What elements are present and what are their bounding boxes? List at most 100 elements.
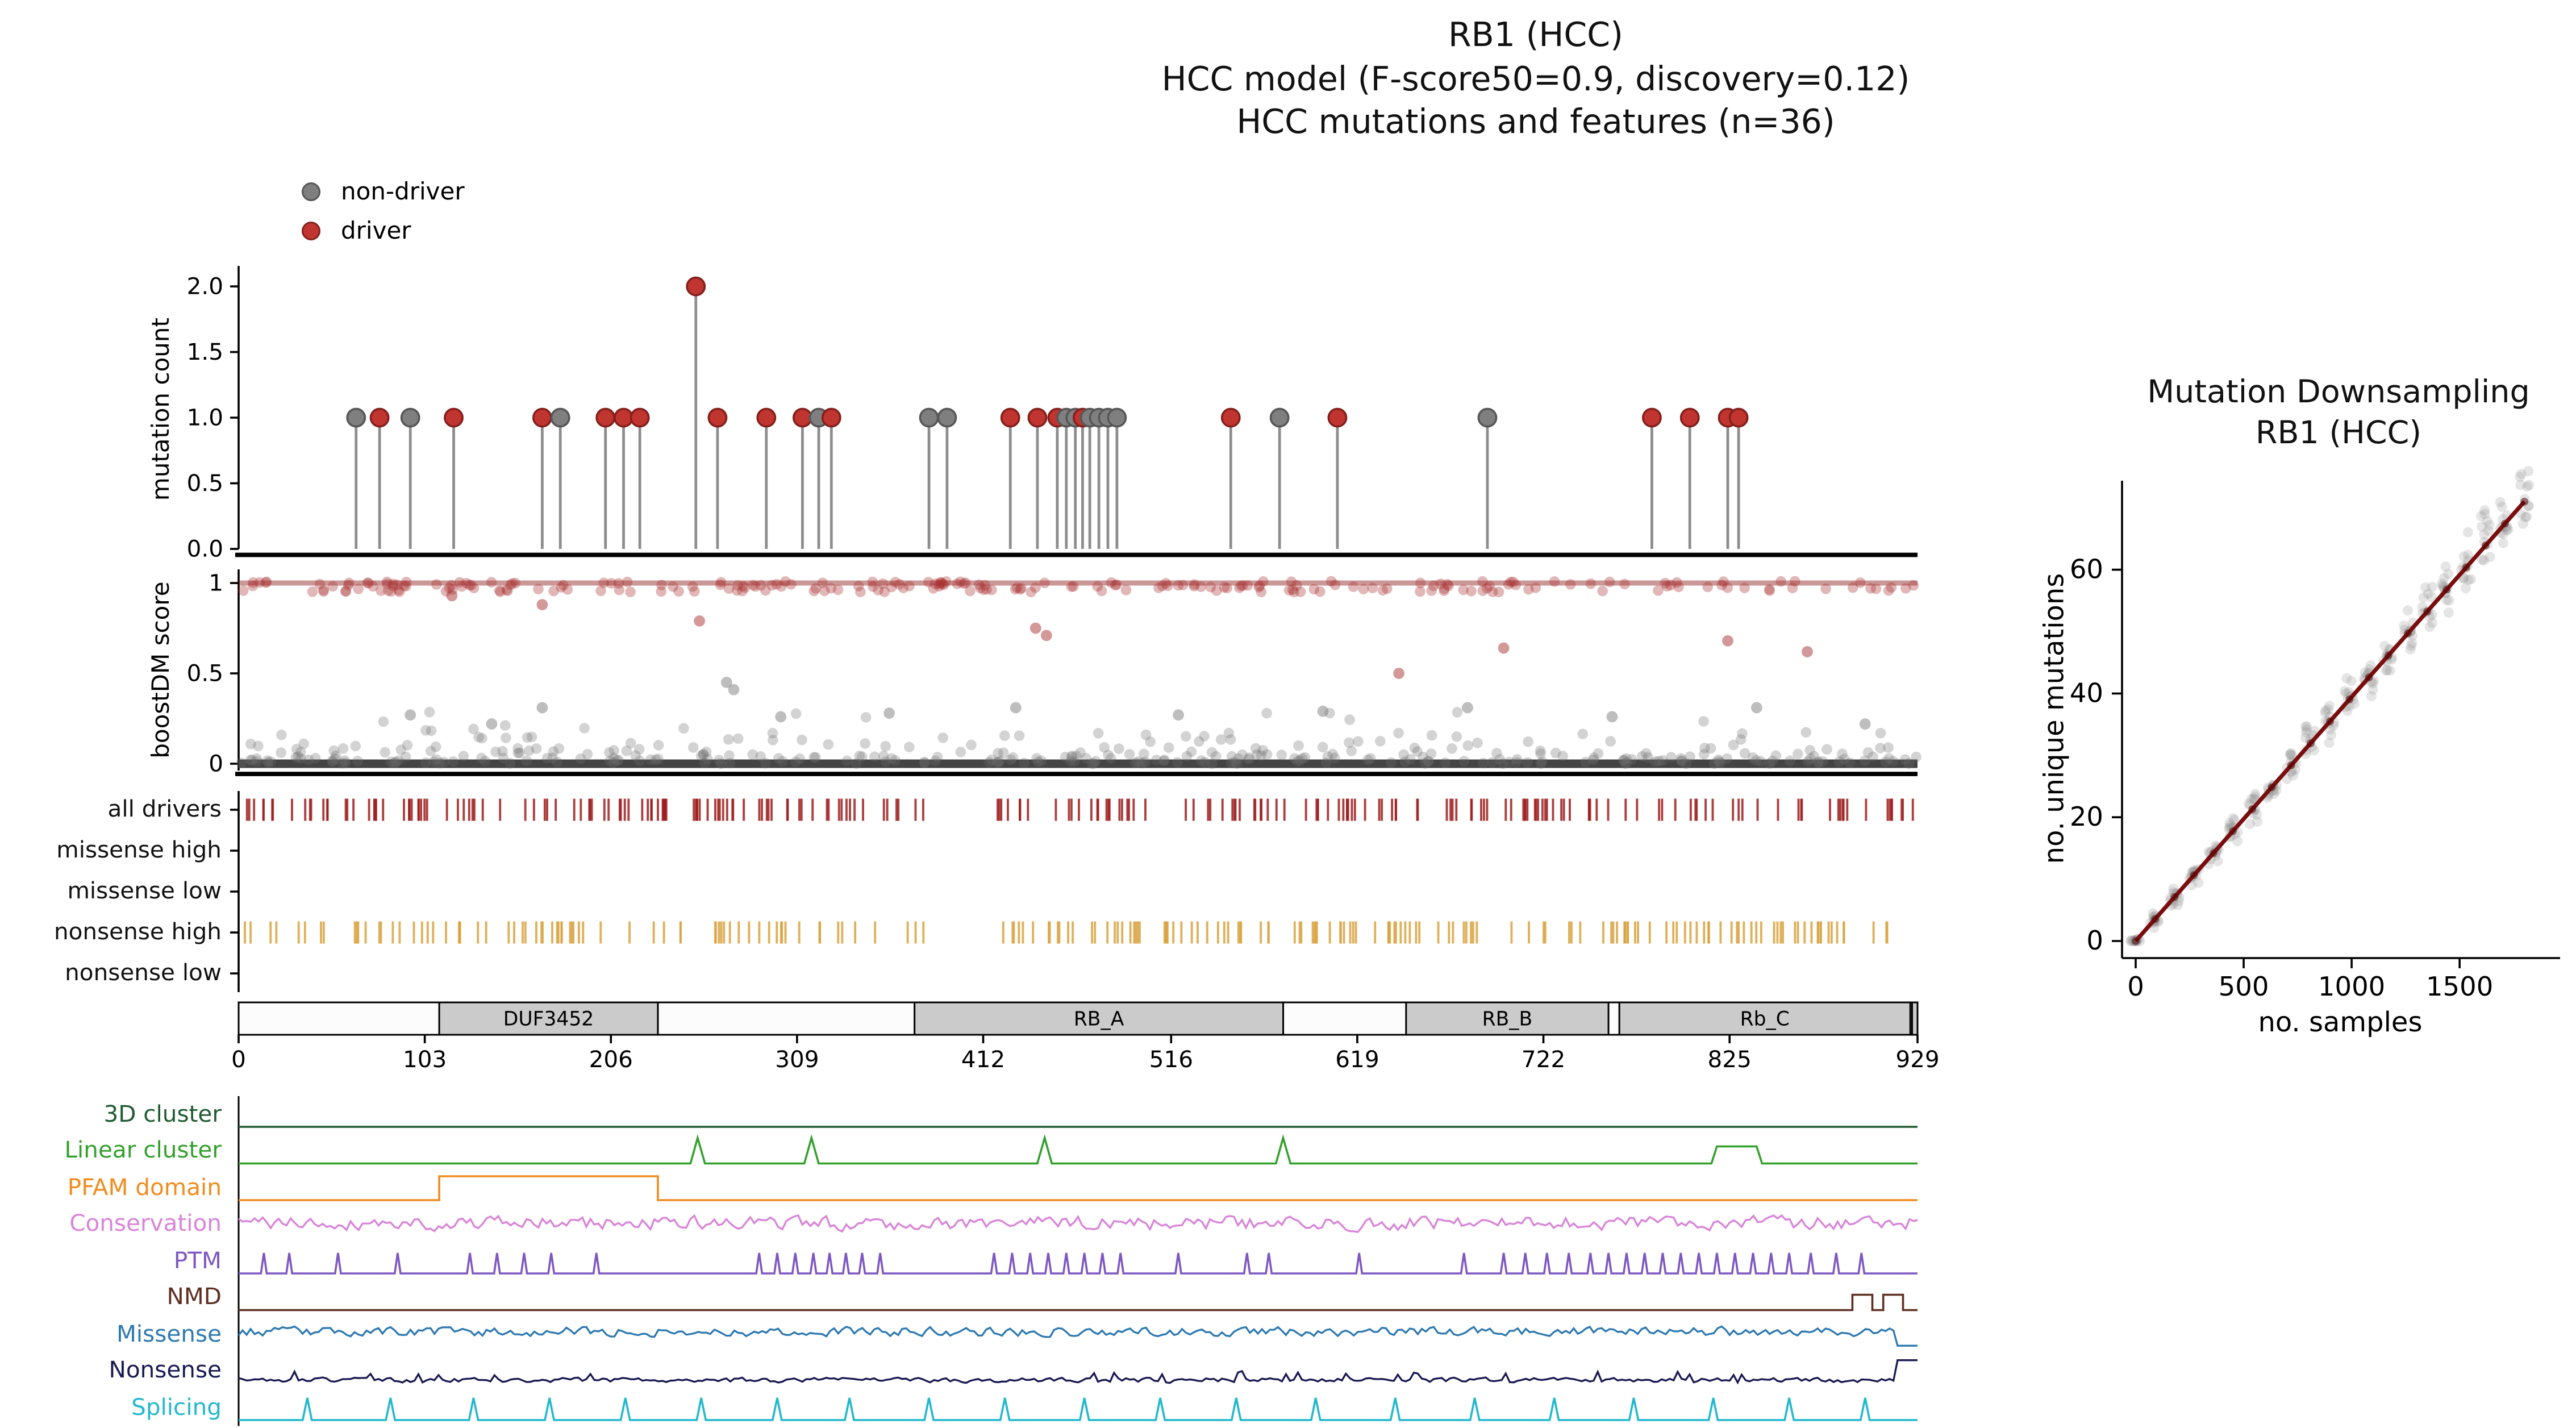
feature-label-linear-cluster: Linear cluster — [64, 1137, 222, 1164]
driver-mutation-dot — [595, 407, 616, 428]
trend-mean-dot — [2132, 937, 2140, 945]
non-driver-score-dot — [505, 758, 516, 769]
driver-score-dot — [1908, 580, 1919, 591]
driver-mutation-dot — [1327, 407, 1348, 428]
non-driver-score-dot — [1640, 748, 1652, 759]
driver-score-dot — [935, 577, 947, 588]
figure-title-model: HCC model (F-score50=0.9, discovery=0.12… — [1161, 59, 1910, 98]
x-tick-label: 206 — [589, 1046, 633, 1073]
driver-score-dot — [808, 585, 820, 597]
non-driver-score-dot — [608, 745, 619, 756]
y-tick-label: 2.0 — [187, 273, 223, 300]
x-tick-label: 825 — [1708, 1046, 1752, 1073]
x-tick-label: 516 — [1149, 1046, 1193, 1073]
downsample-dot — [2443, 607, 2454, 618]
non-driver-score-dot — [698, 749, 709, 760]
downsample-dot — [2427, 581, 2437, 592]
non-driver-score-dot — [1225, 734, 1236, 745]
non-driver-score-dot — [1294, 755, 1306, 765]
non-driver-score-dot — [245, 755, 256, 765]
trend-mean-dot — [2345, 695, 2354, 703]
non-driver-score-dot — [724, 757, 735, 769]
driver-score-dot — [340, 586, 352, 597]
downsample-dot — [2385, 665, 2395, 676]
driver-score-dot — [376, 585, 386, 596]
driver-score-dot — [1585, 578, 1597, 589]
downsample-dot — [2515, 472, 2525, 482]
driver-score-dot — [1855, 577, 1866, 588]
non-driver-score-dot — [1899, 754, 1911, 765]
non-driver-score-dot — [522, 732, 533, 743]
downsample-dot — [2339, 686, 2350, 697]
driver-score-dot — [853, 581, 864, 592]
non-driver-score-outlier — [1010, 702, 1022, 714]
non-driver-score-dot — [1322, 751, 1333, 762]
trend-mean-dot — [2404, 629, 2412, 638]
driver-mutation-dot — [532, 407, 552, 428]
non-driver-score-dot — [810, 752, 821, 763]
driver-score-dot — [494, 585, 505, 596]
driver-score-dot — [391, 580, 403, 590]
non-driver-score-dot — [1093, 728, 1104, 739]
driver-score-dot — [673, 586, 684, 597]
non-driver-mutation-dot — [346, 407, 366, 428]
driver-score-dot — [819, 585, 830, 597]
non-driver-score-dot — [350, 740, 361, 752]
non-driver-score-dot — [932, 752, 943, 763]
non-driver-score-dot — [1805, 753, 1816, 764]
driver-mutation-dot — [1027, 407, 1048, 428]
driver-score-dot — [394, 586, 405, 597]
driver-score-dot — [1030, 582, 1041, 593]
driver-score-dot — [1120, 584, 1132, 596]
driver-score-dot — [468, 582, 480, 594]
driver-score-dot — [732, 580, 743, 591]
non-driver-score-dot — [490, 746, 501, 757]
driver-score-dot — [1219, 582, 1230, 593]
driver-score-dot — [1286, 576, 1297, 587]
non-driver-score-dot — [1708, 758, 1720, 769]
non-driver-score-dot — [1522, 757, 1533, 768]
feature-label-pfam-domain: PFAM domain — [67, 1173, 222, 1201]
non-driver-score-dot — [1344, 737, 1354, 748]
downsample-dot — [2458, 551, 2469, 562]
x-tick-label: 619 — [1335, 1046, 1379, 1073]
non-driver-score-dot — [701, 746, 712, 757]
driver-score-dot — [929, 578, 941, 589]
driver-mutation-dot — [793, 407, 812, 428]
non-driver-score-dot — [395, 744, 407, 755]
driver-score-dot — [1325, 576, 1337, 587]
non-driver-score-dot — [1139, 748, 1149, 760]
driver-score-dot — [344, 577, 355, 589]
driver-score-dot — [1653, 585, 1664, 596]
downsample-dot — [2269, 789, 2279, 800]
driver-score-dot — [1604, 576, 1615, 588]
x-tick-label: 412 — [961, 1046, 1005, 1073]
non-driver-score-dot — [604, 747, 615, 758]
downsample-dot — [2516, 469, 2527, 480]
non-driver-score-dot — [886, 753, 897, 764]
driver-score-dot — [1234, 582, 1245, 593]
driver-score-dot — [785, 579, 797, 590]
non-driver-score-dot — [1793, 748, 1803, 760]
mutation-legend: non-driver driver — [302, 172, 465, 251]
downsample-dot — [2287, 770, 2298, 781]
non-driver-score-dot — [1257, 744, 1268, 756]
non-driver-score-dot — [1250, 743, 1261, 754]
driver-mutation-dot — [821, 407, 841, 428]
driver-score-dot — [507, 578, 518, 589]
non-driver-score-dot — [1605, 736, 1616, 747]
driver-score-dot — [1111, 579, 1122, 590]
non-driver-score-dot — [473, 731, 484, 743]
driver-score-dot — [454, 577, 465, 588]
driver-score-dot — [1237, 580, 1248, 591]
driver-score-dot — [715, 579, 726, 590]
non-driver-score-outlier — [728, 684, 740, 696]
non-driver-score-outlier — [536, 702, 548, 714]
downsample-dot — [2212, 856, 2223, 867]
driver-score-dot — [625, 586, 636, 597]
non-driver-score-dot — [1163, 742, 1174, 753]
non-driver-score-dot — [1124, 748, 1135, 760]
non-driver-score-dot — [310, 752, 321, 764]
driver-score-dot — [965, 585, 976, 597]
driver-score-dot — [1026, 586, 1037, 598]
